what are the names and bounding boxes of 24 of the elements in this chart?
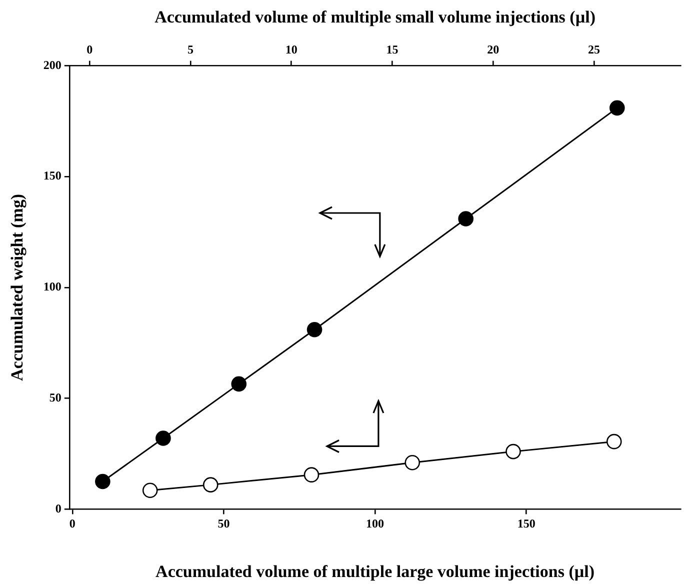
point [610, 100, 625, 116]
x2-tick-label: 20 [487, 42, 500, 57]
y-tick-label: 150 [43, 168, 62, 183]
x-tick-label: 50 [218, 516, 230, 530]
x2-tick-label: 10 [285, 42, 298, 57]
point [306, 322, 322, 338]
x2-tick-label: 15 [386, 42, 398, 57]
x-axis-title: Accumulated volume of multiple large volume injections (µl) [156, 562, 595, 582]
point [231, 376, 247, 392]
y-axis-title: Accumulated weight (mg) [8, 194, 27, 381]
x2-tick-label: 5 [187, 42, 194, 57]
x2-tick-label: 25 [588, 42, 600, 57]
y-tick-label: 100 [43, 280, 62, 294]
y-tick-label: 0 [55, 501, 62, 516]
point [156, 430, 171, 446]
x2-axis-title: Accumulated volume of multiple small volume injections (µl) [154, 8, 596, 27]
point [458, 211, 474, 226]
x2-tick-label: 0 [86, 42, 93, 57]
y-tick-label: 50 [49, 390, 62, 404]
y-tick-label: 200 [43, 58, 62, 72]
point [95, 474, 110, 490]
x-tick-label: 150 [517, 516, 536, 530]
x-tick-label: 100 [366, 516, 384, 530]
x-tick-label: 0 [69, 516, 76, 530]
